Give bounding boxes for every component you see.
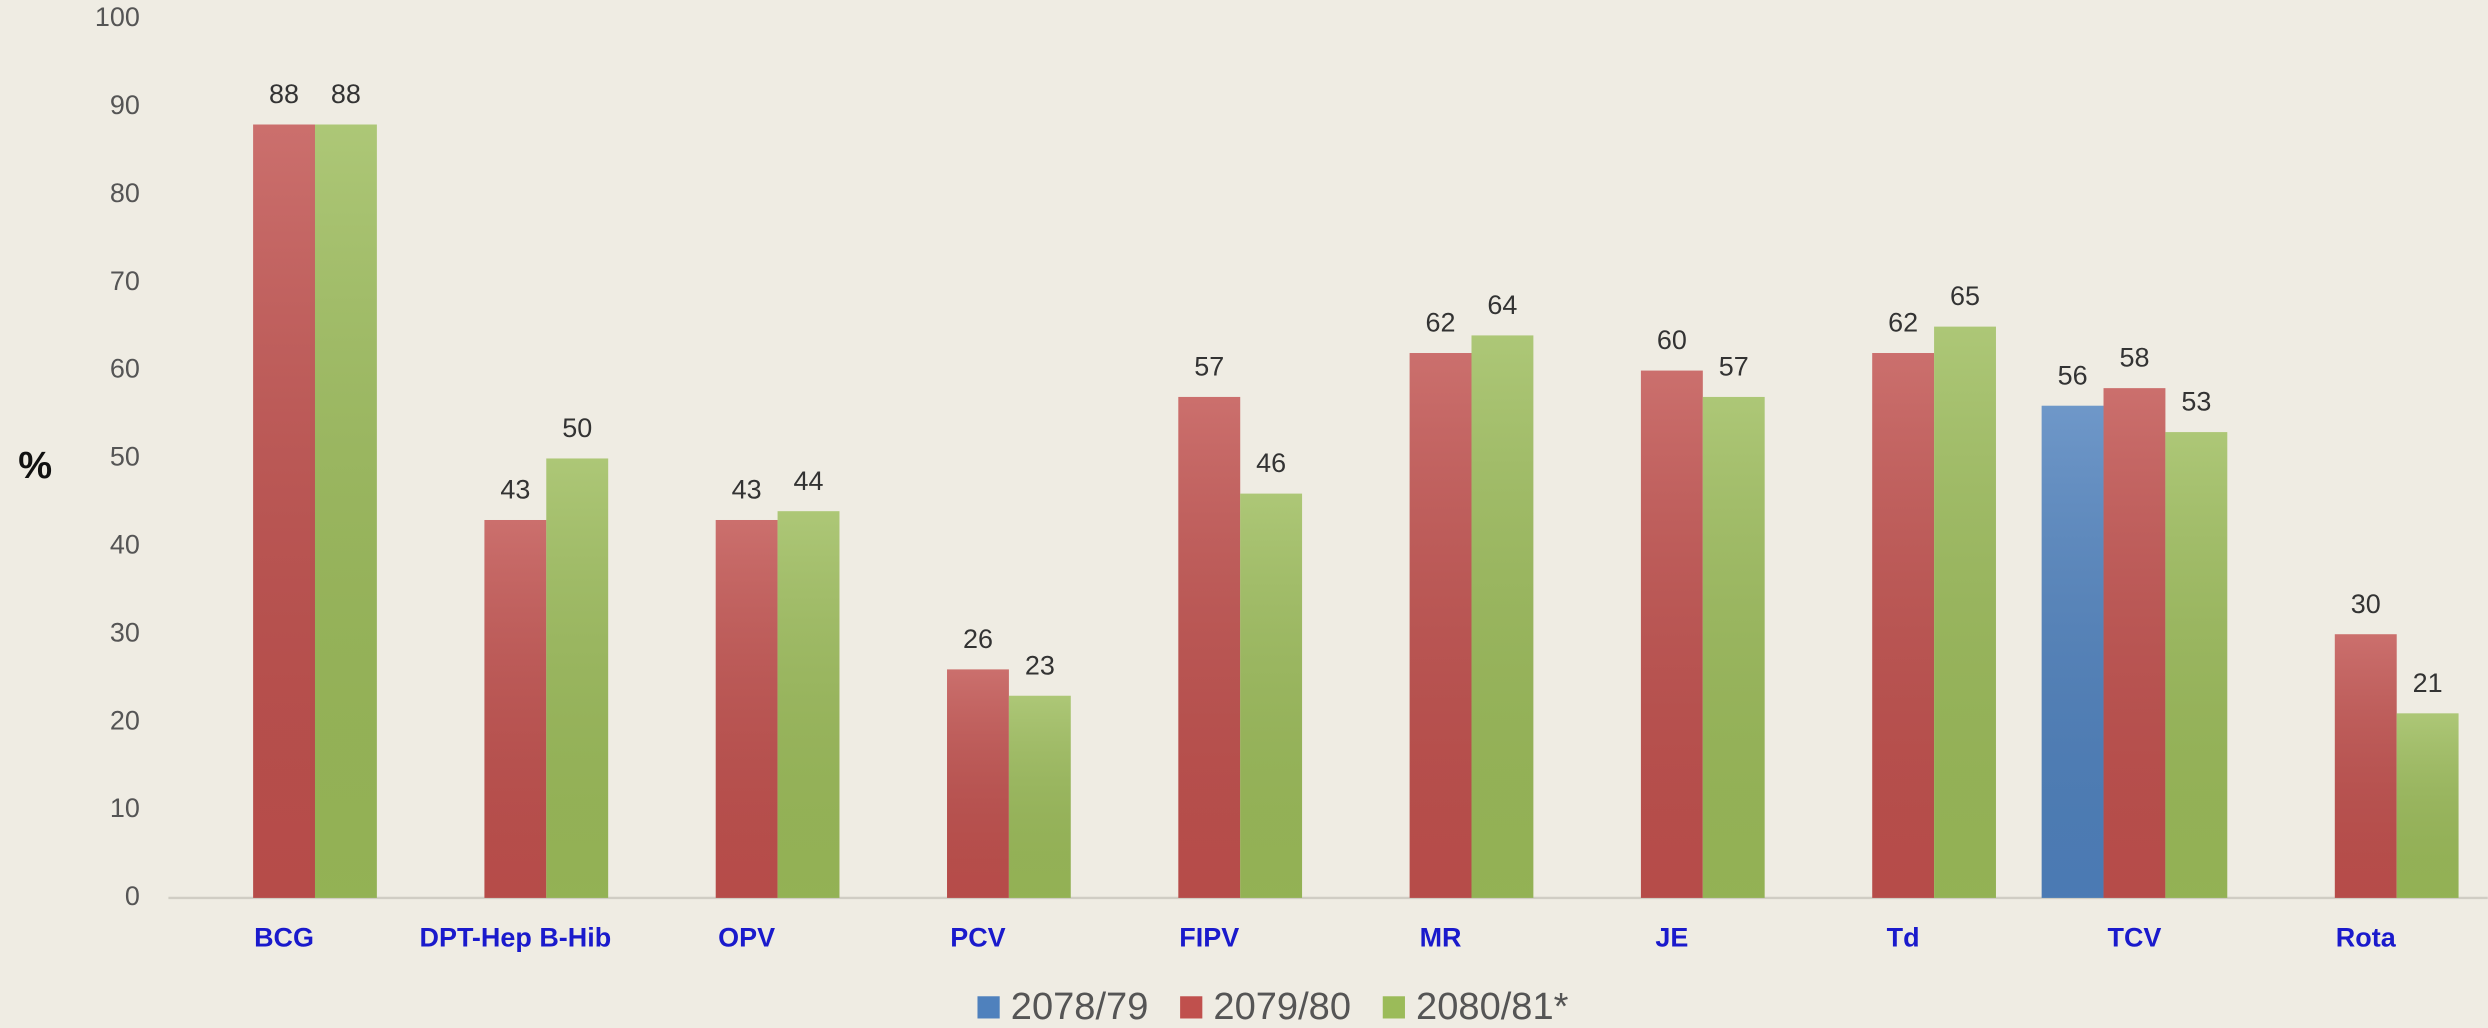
value-label: 30 (2351, 589, 2381, 619)
bar-shine (1471, 335, 1534, 898)
value-label: 88 (269, 79, 299, 109)
value-label: 46 (1256, 448, 1286, 478)
bar-shine (1872, 353, 1935, 898)
bar-shine (2165, 432, 2228, 898)
legend-swatch (977, 996, 1000, 1019)
bar-shine (1640, 370, 1703, 898)
y-axis-label: % (18, 445, 52, 487)
bar-shine (546, 458, 609, 898)
value-label: 43 (500, 475, 530, 505)
legend-label: 2078/79 (1011, 986, 1149, 1028)
value-label: 57 (1719, 352, 1749, 382)
legend-label: 2080/81* (1416, 986, 1569, 1028)
value-label: 62 (1426, 308, 1456, 338)
bar-shine (1008, 695, 1071, 898)
value-label: 53 (2181, 387, 2211, 417)
legend-swatch (1180, 996, 1203, 1019)
value-label: 88 (331, 79, 361, 109)
value-label: 58 (2119, 343, 2149, 373)
value-label: 60 (1657, 325, 1687, 355)
bar-shine (1934, 326, 1996, 898)
value-label: 65 (1950, 281, 1980, 311)
value-label: 23 (1025, 650, 1055, 680)
value-label: 50 (562, 413, 592, 443)
y-tick-label: 50 (110, 442, 140, 472)
value-label: 62 (1888, 308, 1918, 338)
bar-shine (1409, 353, 1472, 898)
x-tick-label: Rota (2336, 922, 2397, 952)
bar-shine (1702, 396, 1765, 898)
value-label: 44 (794, 466, 824, 496)
bar-shine (2396, 713, 2459, 898)
value-label: 21 (2413, 668, 2443, 698)
bar-shine (484, 519, 547, 898)
legend-swatch (1382, 996, 1405, 1019)
bar-shine (2103, 388, 2166, 898)
value-label: 64 (1487, 290, 1517, 320)
x-tick-label: MR (1420, 922, 1462, 952)
value-label: 57 (1194, 352, 1224, 382)
value-label: 26 (963, 624, 993, 654)
bar-shine (2041, 405, 2104, 898)
x-tick-label: JE (1655, 922, 1688, 952)
value-label: 56 (2058, 360, 2088, 390)
y-tick-label: 70 (110, 266, 140, 296)
x-tick-label: Td (1887, 922, 1920, 952)
x-tick-label: FIPV (1179, 922, 1239, 952)
y-tick-label: 30 (110, 617, 140, 647)
x-tick-label: DPT-Hep B-Hib (420, 922, 612, 952)
bar-shine (947, 669, 1009, 898)
bar-shine (253, 124, 315, 898)
y-tick-label: 80 (110, 178, 140, 208)
y-tick-label: 0 (125, 881, 140, 911)
x-tick-label: PCV (950, 922, 1005, 952)
y-tick-label: 90 (110, 90, 140, 120)
x-tick-label: OPV (718, 922, 775, 952)
bar-shine (1178, 396, 1241, 898)
y-tick-label: 100 (95, 2, 140, 32)
bar-shine (777, 511, 840, 898)
y-tick-label: 10 (110, 793, 140, 823)
y-tick-label: 20 (110, 705, 140, 735)
legend-label: 2079/80 (1213, 986, 1351, 1028)
y-tick-label: 40 (110, 529, 140, 559)
value-label: 43 (732, 475, 762, 505)
bar-shine (314, 124, 377, 898)
y-tick-label: 60 (110, 354, 140, 384)
x-tick-label: BCG (254, 922, 314, 952)
bar-shine (2334, 634, 2397, 898)
bar-shine (715, 519, 778, 898)
x-tick-label: TCV (2107, 922, 2161, 952)
bar-shine (1240, 493, 1303, 898)
